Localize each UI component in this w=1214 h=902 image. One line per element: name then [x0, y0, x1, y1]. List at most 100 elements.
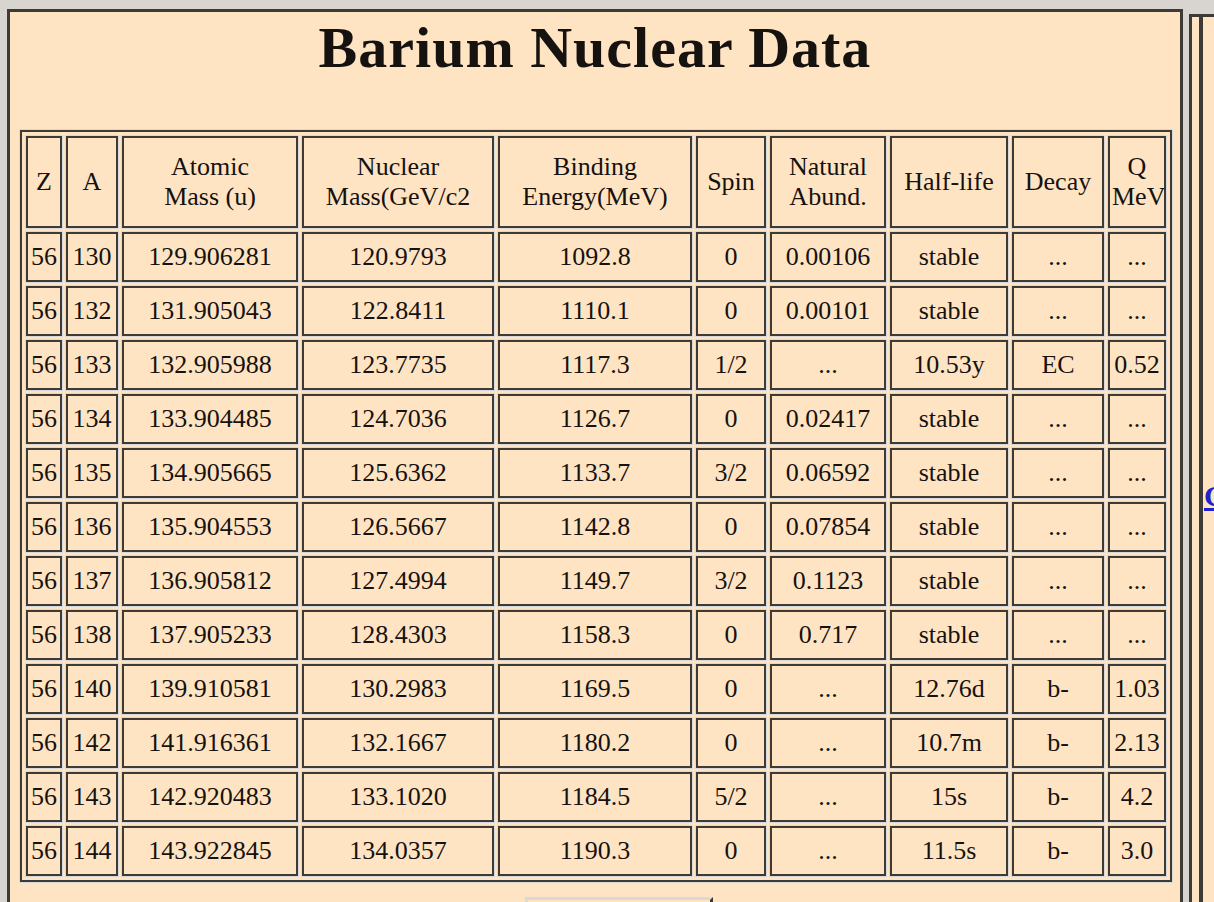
bottom-nav-box [525, 897, 713, 902]
table-cell: 5/2 [696, 772, 766, 822]
column-header-a: A [66, 136, 118, 228]
table-cell: 0 [696, 394, 766, 444]
side-panel-divider [1199, 17, 1203, 902]
table-cell: ... [1108, 502, 1166, 552]
table-cell: 136.905812 [122, 556, 298, 606]
table-cell: 133.904485 [122, 394, 298, 444]
table-cell: ... [1012, 448, 1104, 498]
table-cell: 137 [66, 556, 118, 606]
table-cell: 0 [696, 232, 766, 282]
table-cell: 0 [696, 664, 766, 714]
table-cell: 56 [26, 610, 62, 660]
table-cell: 0.02417 [770, 394, 886, 444]
table-cell: 1092.8 [498, 232, 692, 282]
table-cell: 12.76d [890, 664, 1008, 714]
table-cell: 131.905043 [122, 286, 298, 336]
table-cell: 132.1667 [302, 718, 494, 768]
table-row: 56137136.905812127.49941149.73/20.1123st… [26, 556, 1166, 606]
table-cell: 0.717 [770, 610, 886, 660]
table-cell: 56 [26, 718, 62, 768]
main-content-box: Barium Nuclear Data ZAAtomic Mass (u)Nuc… [7, 9, 1183, 902]
table-cell: stable [890, 232, 1008, 282]
page: { "page": { "title": "Barium Nuclear Dat… [0, 0, 1214, 902]
table-cell: 15s [890, 772, 1008, 822]
table-row: 56133132.905988123.77351117.31/2...10.53… [26, 340, 1166, 390]
table-cell: 1142.8 [498, 502, 692, 552]
table-cell: 124.7036 [302, 394, 494, 444]
table-cell: 126.5667 [302, 502, 494, 552]
table-cell: 3/2 [696, 556, 766, 606]
table-cell: 142.920483 [122, 772, 298, 822]
table-cell: stable [890, 394, 1008, 444]
table-cell: ... [1108, 448, 1166, 498]
table-cell: stable [890, 610, 1008, 660]
table-cell: 136 [66, 502, 118, 552]
table-cell: 127.4994 [302, 556, 494, 606]
table-cell: ... [1012, 610, 1104, 660]
table-cell: 120.9793 [302, 232, 494, 282]
table-cell: 134.905665 [122, 448, 298, 498]
table-cell: ... [770, 340, 886, 390]
table-cell: ... [1108, 610, 1166, 660]
table-cell: ... [770, 826, 886, 876]
table-row: 56134133.904485124.70361126.700.02417sta… [26, 394, 1166, 444]
table-cell: 130.2983 [302, 664, 494, 714]
table-cell: 130 [66, 232, 118, 282]
table-row: 56143142.920483133.10201184.55/2...15sb-… [26, 772, 1166, 822]
table-cell: EC [1012, 340, 1104, 390]
table-row: 56135134.905665125.63621133.73/20.06592s… [26, 448, 1166, 498]
table-cell: ... [1108, 232, 1166, 282]
table-cell: 3/2 [696, 448, 766, 498]
table-cell: 1.03 [1108, 664, 1166, 714]
table-cell: stable [890, 556, 1008, 606]
table-cell: ... [1108, 394, 1166, 444]
table-cell: 133.1020 [302, 772, 494, 822]
table-cell: ... [1012, 286, 1104, 336]
table-cell: 2.13 [1108, 718, 1166, 768]
page-title: Barium Nuclear Data [10, 18, 1180, 79]
table-cell: b- [1012, 772, 1104, 822]
table-cell: ... [1108, 556, 1166, 606]
table-cell: 1133.7 [498, 448, 692, 498]
nuclide-table: ZAAtomic Mass (u)Nuclear Mass(GeV/c2Bind… [20, 130, 1172, 882]
table-cell: 56 [26, 556, 62, 606]
column-header-half-life: Half-life [890, 136, 1008, 228]
table-cell: b- [1012, 664, 1104, 714]
table-header: ZAAtomic Mass (u)Nuclear Mass(GeV/c2Bind… [26, 136, 1166, 228]
table-cell: 0.06592 [770, 448, 886, 498]
table-row: 56132131.905043122.84111110.100.00101sta… [26, 286, 1166, 336]
header-row: ZAAtomic Mass (u)Nuclear Mass(GeV/c2Bind… [26, 136, 1166, 228]
table-cell: 10.7m [890, 718, 1008, 768]
table-row: 56142141.916361132.16671180.20...10.7mb-… [26, 718, 1166, 768]
table-cell: 1126.7 [498, 394, 692, 444]
table-cell: 0 [696, 718, 766, 768]
table-cell: 0 [696, 610, 766, 660]
column-header-decay: Decay [1012, 136, 1104, 228]
table-cell: stable [890, 448, 1008, 498]
table-row: 56130129.906281120.97931092.800.00106sta… [26, 232, 1166, 282]
table-cell: 125.6362 [302, 448, 494, 498]
table-cell: 56 [26, 232, 62, 282]
table-cell: 0.1123 [770, 556, 886, 606]
table-cell: ... [1108, 286, 1166, 336]
table-cell: 0.00101 [770, 286, 886, 336]
table-cell: 1169.5 [498, 664, 692, 714]
table-cell: ... [1012, 556, 1104, 606]
table-cell: 56 [26, 286, 62, 336]
table-cell: 1180.2 [498, 718, 692, 768]
table-cell: 129.906281 [122, 232, 298, 282]
side-partial-link[interactable]: G [1204, 479, 1214, 513]
column-header-binding-energy-mev-: Binding Energy(MeV) [498, 136, 692, 228]
table-cell: 1117.3 [498, 340, 692, 390]
table-cell: 11.5s [890, 826, 1008, 876]
table-cell: 132 [66, 286, 118, 336]
table-cell: 122.8411 [302, 286, 494, 336]
table-row: 56136135.904553126.56671142.800.07854sta… [26, 502, 1166, 552]
table-cell: 0.00106 [770, 232, 886, 282]
table-cell: 56 [26, 502, 62, 552]
table-cell: ... [1012, 394, 1104, 444]
table-cell: 140 [66, 664, 118, 714]
table-cell: ... [770, 664, 886, 714]
table-cell: 56 [26, 826, 62, 876]
table-cell: 135.904553 [122, 502, 298, 552]
